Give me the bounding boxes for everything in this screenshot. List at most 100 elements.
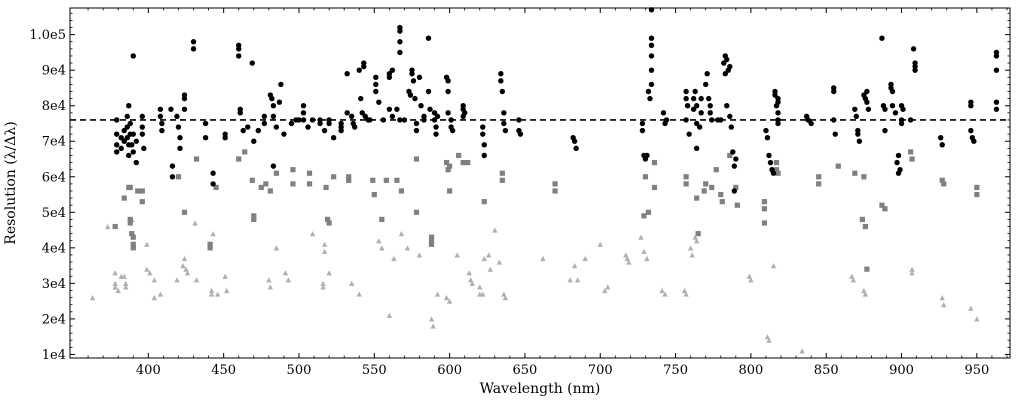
y-tick-label: 1.0e5: [29, 28, 66, 43]
data-point-triangle: [115, 287, 121, 294]
data-point-circle: [775, 120, 781, 127]
data-point-circle: [359, 110, 365, 116]
data-point-square: [651, 159, 658, 166]
data-point-circle: [394, 106, 400, 112]
data-point-circle: [772, 92, 778, 98]
data-point-circle: [118, 134, 124, 141]
data-point-square: [428, 241, 435, 247]
data-point-triangle: [574, 277, 581, 283]
data-point-circle: [805, 117, 811, 123]
data-point-triangle: [644, 255, 650, 262]
data-point-triangle: [320, 280, 326, 286]
data-point-circle: [210, 170, 216, 176]
data-point-triangle: [267, 284, 274, 290]
data-point-triangle: [184, 270, 191, 276]
chart-marks: [89, 7, 1000, 354]
data-point-circle: [397, 28, 403, 34]
data-point-circle: [571, 138, 578, 144]
data-point-circle: [222, 134, 228, 141]
data-point-circle: [352, 124, 358, 130]
data-point-circle: [683, 117, 689, 123]
data-point-circle: [704, 71, 710, 77]
data-point-circle: [644, 152, 650, 159]
data-point-circle: [276, 99, 283, 105]
data-point-circle: [501, 120, 507, 127]
x-tick-label: 850: [814, 363, 839, 378]
data-point-circle: [281, 131, 287, 137]
data-point-triangle: [659, 287, 665, 294]
x-tick-label: 950: [964, 363, 989, 378]
data-point-circle: [236, 53, 242, 59]
data-point-circle: [968, 103, 974, 109]
data-point-circle: [433, 131, 439, 137]
data-point-circle: [126, 103, 132, 109]
data-point-circle: [321, 127, 328, 134]
data-point-triangle: [208, 291, 215, 297]
data-point-triangle: [799, 348, 805, 354]
data-point-circle: [938, 134, 944, 141]
data-point-circle: [480, 124, 486, 130]
data-point-square: [207, 241, 213, 247]
data-point-triangle: [123, 280, 129, 286]
data-point-circle: [344, 110, 350, 116]
data-point-square: [251, 216, 257, 223]
data-point-square: [135, 188, 141, 194]
data-point-circle: [767, 159, 774, 166]
data-point-triangle: [770, 263, 777, 269]
data-point-circle: [174, 113, 180, 120]
data-point-circle: [407, 92, 414, 98]
data-point-triangle: [416, 252, 423, 258]
data-point-square: [465, 159, 471, 166]
data-point-circle: [434, 113, 441, 120]
data-point-circle: [731, 188, 738, 194]
data-point-circle: [168, 106, 174, 112]
x-tick-label: 600: [437, 363, 462, 378]
data-point-circle: [481, 142, 487, 148]
data-point-circle: [113, 149, 120, 155]
data-point-circle: [766, 152, 772, 159]
data-point-circle: [273, 124, 280, 130]
data-point-triangle: [540, 255, 546, 262]
data-point-triangle: [147, 270, 153, 276]
data-point-triangle: [386, 312, 393, 318]
data-point-circle: [141, 145, 147, 152]
data-point-circle: [763, 127, 769, 134]
data-point-circle: [728, 124, 735, 130]
data-point-circle: [181, 106, 188, 112]
data-point-circle: [832, 131, 838, 137]
data-point-triangle: [689, 252, 695, 258]
data-point-triangle: [104, 223, 111, 230]
x-tick-label: 400: [136, 363, 161, 378]
data-point-square: [383, 177, 389, 183]
data-point-triangle: [850, 277, 857, 283]
data-point-circle: [912, 67, 918, 73]
data-point-square: [974, 191, 980, 198]
data-point-circle: [202, 120, 209, 127]
data-point-triangle: [662, 291, 668, 297]
data-point-square: [394, 177, 400, 183]
data-point-triangle: [321, 241, 328, 247]
data-point-square: [701, 188, 707, 194]
data-point-square: [460, 159, 466, 166]
data-point-square: [213, 184, 219, 191]
data-point-circle: [358, 95, 364, 102]
data-point-circle: [690, 106, 697, 112]
data-point-square: [941, 181, 947, 187]
data-point-circle: [236, 46, 242, 52]
data-point-square: [127, 216, 133, 223]
data-point-circle: [775, 95, 781, 102]
data-point-triangle: [320, 284, 326, 290]
data-point-circle: [693, 120, 700, 127]
data-point-square: [733, 184, 739, 191]
data-point-circle: [181, 95, 188, 102]
data-point-triangle: [968, 305, 974, 311]
data-point-circle: [882, 127, 888, 134]
data-point-square: [939, 177, 945, 183]
data-point-square: [258, 184, 264, 191]
data-point-triangle: [502, 294, 509, 301]
data-point-square: [413, 156, 420, 162]
data-point-circle: [897, 166, 903, 173]
data-point-circle: [647, 95, 653, 102]
data-point-circle: [416, 74, 423, 80]
data-point-circle: [373, 74, 379, 80]
